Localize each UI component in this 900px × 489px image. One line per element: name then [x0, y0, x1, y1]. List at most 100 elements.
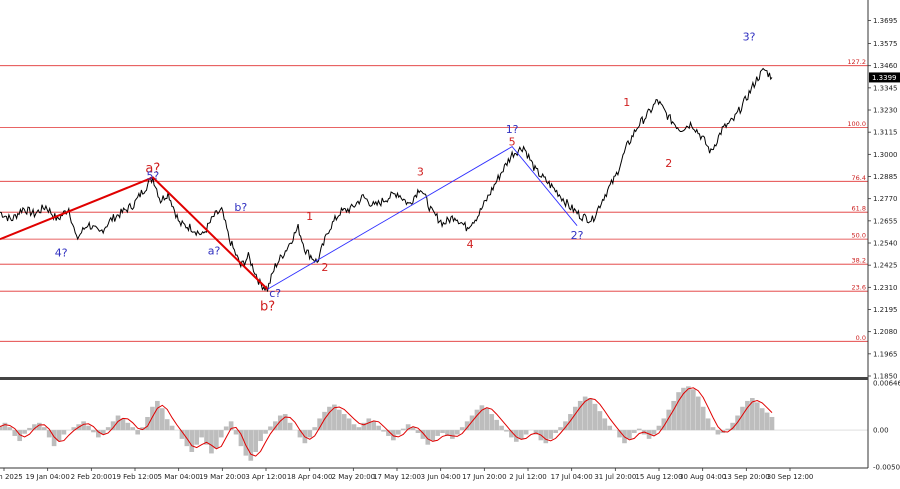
osc-histogram-bar: [356, 427, 362, 431]
price-tick-label: 1.3575: [873, 40, 898, 48]
osc-histogram-bar: [651, 430, 657, 435]
osc-histogram-bar: [115, 415, 121, 431]
osc-histogram-bar: [159, 408, 165, 431]
osc-histogram-bar: [125, 422, 131, 431]
wave-label-red: b?: [260, 299, 275, 314]
wave-label-red: 2: [321, 261, 328, 274]
osc-histogram-bar: [577, 400, 583, 431]
osc-histogram-bar: [597, 411, 603, 431]
osc-histogram-bar: [691, 389, 696, 431]
osc-histogram-bar: [238, 430, 244, 447]
wave-label-blue: a?: [208, 245, 221, 258]
osc-histogram-bar: [607, 425, 613, 431]
osc-histogram-bar: [759, 408, 765, 431]
time-tick-label: 19 Mar 20:00: [199, 473, 246, 481]
osc-histogram-bar: [371, 421, 377, 431]
price-axis: 1.3695 1.3575 1.3460 1.3345 1.3230 1.3115 1.30…: [868, 17, 900, 381]
time-tick-label: 2 Jul 12:00: [509, 473, 547, 481]
wave-label-red: 3: [417, 166, 424, 179]
osc-histogram-bar: [548, 430, 554, 439]
price-tick-label: 1.2195: [873, 306, 898, 314]
price-tick-label: 1.3115: [873, 129, 898, 137]
osc-histogram-bar: [750, 398, 755, 431]
osc-histogram-bar: [46, 430, 52, 438]
osc-histogram-bar: [145, 416, 150, 431]
osc-histogram-bar: [386, 430, 391, 436]
osc-histogram-bar: [209, 430, 214, 454]
osc-histogram-bar: [705, 418, 711, 431]
osc-histogram-bar: [631, 430, 637, 434]
osc-histogram-bar: [617, 430, 622, 438]
osc-histogram-bar: [218, 430, 224, 438]
osc-histogram-bar: [27, 427, 32, 431]
osc-histogram-bar: [22, 430, 27, 434]
price-tick-label: 1.2885: [873, 173, 898, 181]
price-line: [0, 67, 773, 292]
osc-histogram-bar: [764, 412, 770, 431]
wave-label-red: 1: [306, 210, 313, 223]
osc-histogram-bar: [268, 426, 273, 431]
osc-tick-label: -0.00506: [873, 464, 900, 472]
osc-histogram-bar: [312, 427, 318, 431]
fib-label: 100.0: [847, 120, 866, 128]
osc-histogram-bar: [592, 403, 598, 431]
time-tick-label: 17 Jul 04:00: [551, 473, 593, 481]
wave-line-blue: [267, 146, 578, 290]
time-tick-label: 3 Apr 12:00: [245, 473, 286, 481]
wave-label-red: 1: [623, 96, 630, 109]
fib-label: 38.2: [852, 257, 866, 265]
time-tick-label: 2 Jan 2025: [0, 473, 23, 481]
time-tick-label: 2 Feb 20:00: [71, 473, 112, 481]
time-tick-label: 30 Aug 04:00: [679, 473, 726, 481]
price-tick-label: 1.3000: [873, 151, 898, 159]
osc-histogram-bar: [656, 425, 662, 431]
wave-label-blue: 1?: [506, 123, 519, 136]
osc-histogram-bar: [258, 430, 263, 442]
osc-histogram-bar: [420, 430, 426, 439]
osc-histogram-bar: [61, 430, 67, 435]
osc-histogram-bar: [336, 409, 342, 431]
osc-histogram-bar: [56, 430, 62, 442]
osc-histogram-bar: [395, 430, 401, 435]
time-tick-label: 15 Aug 12:00: [635, 473, 682, 481]
osc-histogram-bar: [464, 421, 470, 431]
osc-histogram-bar: [91, 430, 96, 433]
osc-histogram-bar: [81, 421, 86, 431]
osc-histogram-bar: [636, 428, 642, 431]
osc-histogram-bar: [179, 430, 185, 439]
osc-histogram-bar: [322, 411, 327, 431]
osc-histogram-bar: [199, 430, 204, 438]
osc-histogram-bar: [410, 427, 416, 431]
osc-histogram-bar: [277, 415, 283, 431]
price-tick-label: 1.1850: [873, 373, 898, 381]
fib-label: 61.8: [852, 205, 866, 213]
price-tick-label: 1.2080: [873, 328, 898, 336]
osc-histogram-bar: [100, 430, 106, 435]
osc-histogram-bar: [130, 427, 136, 431]
osc-histogram-bar: [169, 425, 175, 431]
osc-histogram-bar: [518, 430, 524, 439]
osc-histogram-bar: [233, 430, 239, 435]
osc-histogram-bar: [681, 387, 686, 431]
osc-histogram-bar: [307, 430, 313, 438]
osc-histogram-bar: [479, 405, 485, 431]
wave-label-blue: 5?: [146, 169, 159, 182]
osc-histogram-bar: [96, 430, 101, 438]
time-tick-label: 3 Jun 04:00: [421, 473, 461, 481]
time-tick-label: 18 Apr 04:00: [287, 473, 333, 481]
osc-histogram-bar: [12, 430, 18, 436]
osc-histogram-bar: [523, 430, 529, 435]
osc-histogram-bar: [445, 430, 450, 436]
price-tick-label: 1.2655: [873, 217, 898, 225]
osc-tick-label: 0.00: [873, 427, 889, 435]
osc-histogram-bar: [86, 425, 91, 431]
price-tick-label: 1.2770: [873, 195, 898, 203]
osc-histogram-bar: [430, 430, 436, 441]
osc-histogram-bar: [543, 430, 549, 444]
osc-histogram-bar: [155, 400, 160, 431]
osc-histogram-bar: [223, 426, 229, 431]
price-tick-label: 1.3230: [873, 107, 898, 115]
